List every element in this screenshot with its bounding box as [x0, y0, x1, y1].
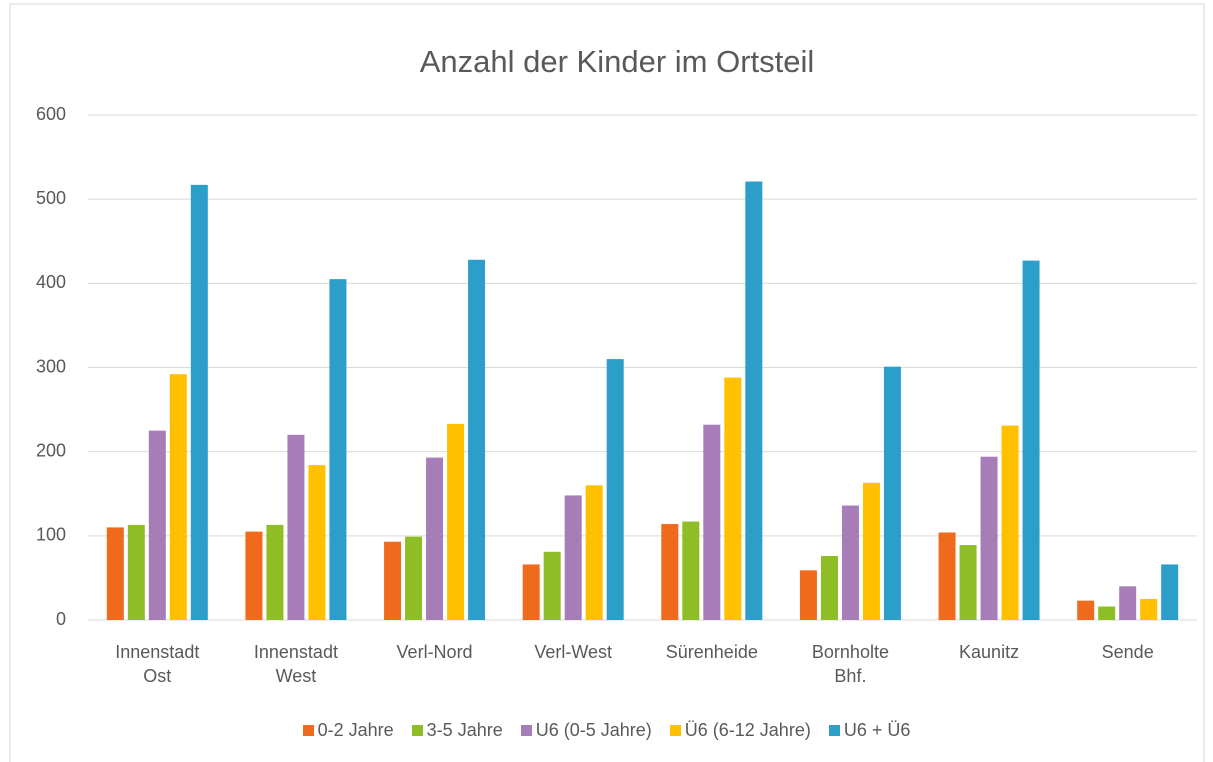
x-tick-label: Sürenheide — [665, 642, 758, 662]
bar — [543, 551, 561, 620]
bar — [522, 564, 540, 620]
bar — [245, 531, 263, 620]
bar — [883, 366, 901, 620]
legend-item: 3-5 Jahre — [411, 720, 503, 741]
x-tick-label: Innenstadt West — [253, 642, 338, 686]
bar — [1140, 598, 1158, 620]
chart-border — [9, 3, 1205, 762]
bar — [127, 524, 145, 620]
bar — [724, 377, 742, 620]
bar — [959, 545, 977, 620]
bar — [1119, 586, 1137, 620]
bar — [308, 465, 326, 620]
bar — [820, 556, 838, 620]
bar — [405, 536, 423, 620]
bar — [426, 457, 444, 620]
bar — [287, 434, 305, 620]
bar — [190, 184, 208, 620]
bar — [1161, 564, 1179, 620]
legend-label: U6 + Ü6 — [843, 720, 911, 740]
y-tick-label: 500 — [36, 188, 66, 208]
bar — [1022, 260, 1040, 620]
bar — [447, 423, 465, 620]
y-tick-label: 200 — [36, 440, 66, 460]
bar — [980, 456, 998, 620]
bar — [148, 430, 166, 620]
y-tick-label: 100 — [36, 525, 66, 545]
bar — [1001, 425, 1019, 620]
bar — [266, 524, 284, 620]
x-tick-label: Verl-West — [534, 642, 613, 662]
y-tick-label: 600 — [36, 104, 66, 124]
bar — [1098, 606, 1116, 620]
bar — [661, 524, 679, 620]
bar — [1077, 600, 1095, 620]
bar — [606, 359, 624, 620]
legend-swatch — [302, 725, 314, 736]
bar — [585, 485, 603, 620]
bar — [862, 482, 880, 620]
bar — [745, 181, 763, 620]
legend-label: 3-5 Jahre — [426, 720, 503, 740]
x-tick-label: Verl-Nord — [396, 642, 473, 662]
x-tick-label: Bornholte Bhf. — [811, 642, 889, 686]
chart-title: Anzahl der Kinder im Ortsteil — [420, 44, 815, 79]
y-tick-label: 300 — [36, 356, 66, 376]
bar — [799, 570, 817, 620]
y-tick-label: 0 — [56, 609, 66, 629]
legend-item: Ü6 (6-12 Jahre) — [669, 720, 811, 741]
bar — [564, 495, 582, 620]
x-tick-label: Kaunitz — [959, 642, 1020, 662]
y-tick-label: 400 — [36, 272, 66, 292]
legend: 0-2 Jahre 3-5 Jahre U6 (0-5 Jahre) Ü6 (6-12… — [0, 720, 1213, 741]
bar — [841, 505, 859, 620]
bar — [938, 532, 956, 620]
bar — [329, 279, 347, 620]
legend-swatch — [520, 725, 532, 736]
legend-label: Ü6 (6-12 Jahre) — [684, 720, 811, 740]
x-tick-label: Innenstadt Ost — [115, 642, 200, 686]
legend-label: 0-2 Jahre — [317, 720, 394, 740]
legend-item: 0-2 Jahre — [302, 720, 394, 741]
bar — [703, 424, 721, 620]
x-tick-label: Sende — [1101, 642, 1154, 662]
legend-item: U6 (0-5 Jahre) — [520, 720, 652, 741]
legend-swatch — [411, 725, 423, 736]
bar — [169, 374, 187, 620]
legend-swatch — [669, 725, 681, 736]
bar — [468, 259, 486, 620]
legend-swatch — [828, 725, 840, 736]
bar — [384, 541, 402, 620]
bar — [682, 521, 700, 620]
bar — [106, 527, 124, 620]
legend-item: U6 + Ü6 — [828, 720, 911, 741]
legend-label: U6 (0-5 Jahre) — [535, 720, 652, 740]
